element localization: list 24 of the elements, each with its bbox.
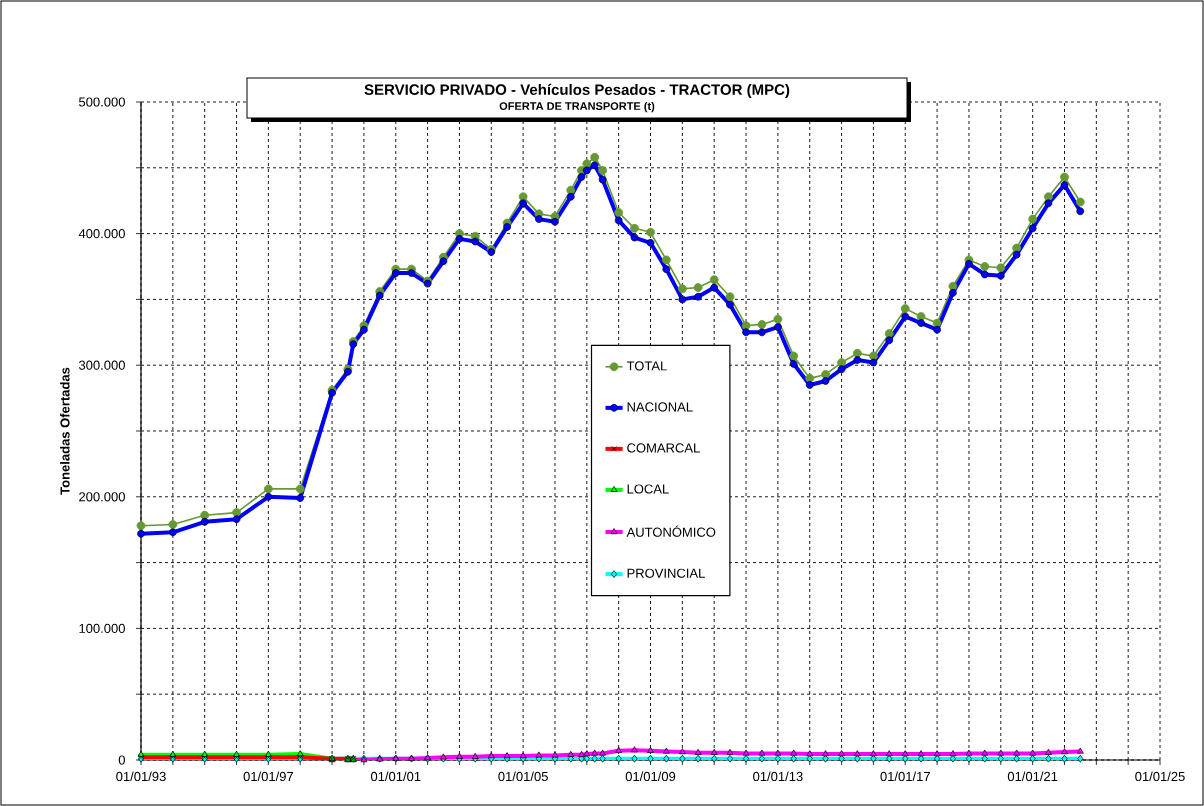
legend-label: NACIONAL — [627, 402, 693, 412]
x-tick-label: 01/01/25 — [1135, 771, 1185, 782]
y-tick-label: 400.000 — [78, 228, 125, 239]
x-tick-label: 01/01/93 — [116, 771, 166, 782]
y-tick-label: 300.000 — [78, 360, 125, 370]
chart-title: SERVICIO PRIVADO - Vehículos Pesados - TRACTOR (MPC) — [364, 83, 790, 98]
x-tick-label: 01/01/21 — [1007, 771, 1058, 782]
y-tick-label: 200.000 — [79, 492, 125, 502]
x-tick-label: 01/01/17 — [880, 771, 930, 782]
y-axis-title: Toneladas Ofertadas — [60, 367, 70, 495]
legend-label: TOTAL — [626, 361, 667, 371]
legend-label: PROVINCIAL — [627, 568, 705, 578]
legend-label: LOCAL — [627, 484, 669, 494]
x-tick-label: 01/01/09 — [625, 771, 676, 782]
y-tick-label: 100.000 — [79, 623, 125, 633]
y-tick-label: 500.000 — [78, 97, 125, 107]
x-tick-label: 01/01/01 — [370, 771, 421, 782]
legend-label: AUTONÓMICO — [626, 525, 716, 537]
y-tick-label: 0 — [118, 755, 125, 765]
x-tick-label: 01/01/97 — [243, 771, 294, 782]
x-tick-label: 01/01/05 — [498, 771, 548, 782]
chart-subtitle: OFERTA DE TRANSPORTE (t) — [499, 101, 655, 113]
legend-label: COMARCAL — [627, 443, 700, 453]
x-tick-label: 01/01/13 — [753, 771, 803, 782]
